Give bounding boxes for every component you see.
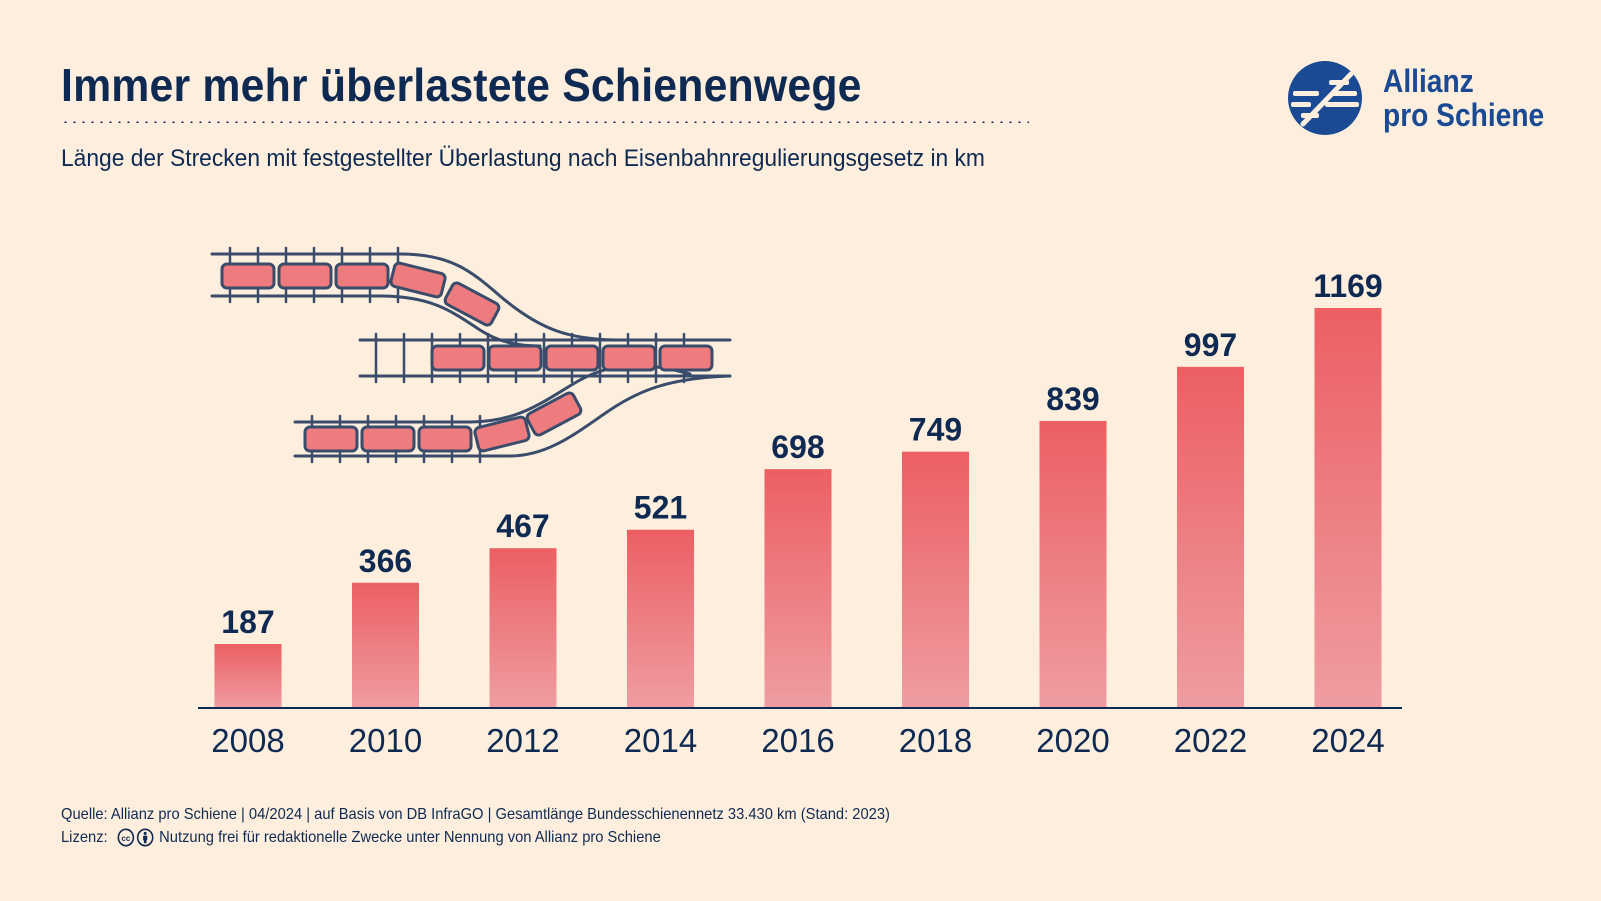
bar-2014 [627,529,694,708]
data-label-2020: 839 [1046,381,1099,417]
source-note: Quelle: Allianz pro Schiene | 04/2024 | … [61,806,890,823]
bars-group [214,308,1382,708]
x-tick-label-2016: 2016 [761,722,834,759]
bar-2010 [352,582,419,708]
data-label-2008: 187 [221,604,274,640]
logo-wordmark: Allianz pro Schiene [1383,64,1544,132]
x-tick-label-2020: 2020 [1036,722,1109,759]
bar-2012 [489,548,557,708]
bar-2018 [902,451,969,708]
logo-line-2: pro Schiene [1383,97,1545,133]
data-label-2010: 366 [359,543,412,579]
x-tick-labels-group: 2008 2010 2012 2014 2016 2018 2020 2022 2024 [211,722,1384,759]
cc-icon: cc [117,828,134,847]
data-label-2012: 467 [496,508,549,544]
data-label-2018: 749 [909,412,962,448]
data-label-2024: 1169 [1313,268,1382,304]
x-tick-label-2018: 2018 [899,722,972,759]
bar-2016 [764,469,832,708]
bar-2020 [1039,420,1107,708]
by-person-icon [136,828,154,847]
logo-line-1: Allianz [1383,63,1474,99]
dotted-divider [61,121,1029,123]
license-note: Lizenz: cc Nutzung frei für redaktionell… [61,826,890,849]
bar-2008 [214,644,282,708]
data-label-2014: 521 [634,490,687,526]
data-label-2016: 698 [771,429,824,465]
license-label: Lizenz: [61,829,108,846]
x-tick-label-2012: 2012 [486,722,559,759]
license-text: Nutzung frei für redaktionelle Zwecke un… [159,829,661,846]
data-labels-group: 187 366 467 521 698 749 839 997 1169 [221,268,1382,640]
svg-text:cc: cc [121,834,130,843]
bar-2022 [1177,366,1244,708]
page-title: Immer mehr überlastete Schienenwege [61,59,862,111]
bar-2024 [1314,308,1382,708]
footer: Quelle: Allianz pro Schiene | 04/2024 | … [61,803,890,849]
chart-subtitle: Länge der Strecken mit festgestellter Üb… [61,145,985,172]
allianz-pro-schiene-logo: Allianz pro Schiene [1285,60,1565,140]
railway-illustration [210,246,732,464]
data-label-2022: 997 [1184,327,1237,363]
x-tick-label-2008: 2008 [211,722,284,759]
x-tick-label-2010: 2010 [349,722,422,759]
logo-mark-icon [1288,61,1362,135]
x-tick-label-2024: 2024 [1311,722,1384,759]
x-tick-label-2022: 2022 [1174,722,1247,759]
x-tick-label-2014: 2014 [624,722,697,759]
